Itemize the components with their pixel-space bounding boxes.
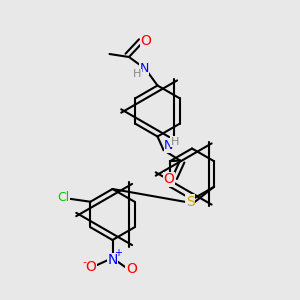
Text: +: + [114, 248, 122, 258]
Text: H: H [171, 136, 179, 147]
Text: O: O [164, 172, 174, 186]
Text: N: N [139, 61, 149, 75]
Text: Cl: Cl [57, 191, 70, 204]
Text: S: S [186, 195, 194, 209]
Text: O: O [85, 260, 96, 274]
Text: N: N [107, 254, 118, 267]
Text: O: O [126, 262, 137, 276]
Text: O: O [141, 34, 152, 48]
Text: H: H [133, 69, 141, 80]
Text: -: - [82, 257, 87, 267]
Text: N: N [164, 139, 174, 152]
